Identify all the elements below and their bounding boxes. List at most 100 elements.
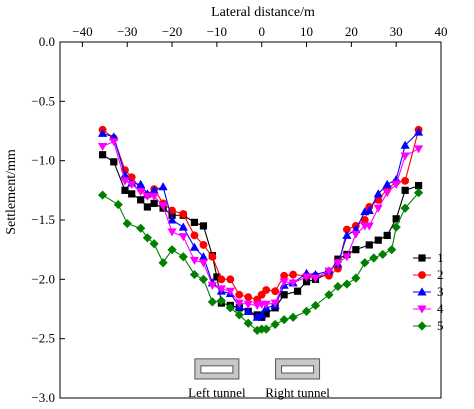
legend-label: 2: [437, 267, 444, 282]
data-point: [293, 287, 302, 295]
data-point: [127, 180, 137, 189]
data-point: [373, 189, 383, 198]
data-point: [417, 305, 427, 314]
data-point: [142, 233, 153, 243]
data-point: [244, 293, 253, 302]
data-point: [149, 185, 159, 194]
data-point: [216, 285, 226, 294]
data-point: [143, 203, 152, 211]
tunnel-label: Right tunnel: [265, 385, 330, 400]
x-tick-label: −40: [72, 24, 92, 39]
data-point: [365, 241, 373, 249]
data-point: [334, 255, 342, 263]
data-point: [199, 222, 208, 230]
data-point: [150, 199, 158, 207]
data-point: [199, 241, 208, 249]
series-2: [98, 125, 423, 304]
data-point: [207, 297, 217, 307]
plot-frame: [59, 41, 442, 399]
data-point: [413, 127, 424, 136]
data-point: [378, 249, 388, 260]
data-point: [270, 299, 280, 308]
data-point: [382, 189, 392, 198]
data-point: [400, 152, 410, 161]
data-point: [257, 310, 267, 319]
data-point: [418, 254, 426, 262]
data-point: [391, 222, 401, 232]
data-point: [414, 181, 423, 190]
tunnel-opening: [281, 365, 315, 374]
data-point: [280, 271, 289, 280]
data-point: [190, 218, 199, 226]
data-point: [302, 278, 311, 286]
data-point: [168, 211, 176, 219]
data-point: [310, 274, 321, 283]
data-point: [271, 287, 280, 296]
data-point: [289, 270, 297, 279]
y-tick-label: −2.0: [31, 271, 55, 286]
x-tick-label: −30: [117, 24, 137, 39]
data-point: [252, 312, 262, 321]
data-point: [352, 246, 360, 254]
data-point: [261, 300, 271, 309]
data-point: [213, 273, 221, 281]
x-tick-label: −10: [207, 24, 227, 39]
data-point: [324, 267, 334, 276]
x-tick-label: 10: [300, 24, 313, 39]
data-point: [342, 230, 352, 239]
data-point: [301, 273, 312, 282]
y-axis-title: Settlement/mm: [4, 149, 19, 235]
data-point: [364, 205, 374, 214]
data-point: [342, 253, 352, 262]
x-tick-label: 20: [345, 24, 358, 39]
data-point: [225, 287, 235, 296]
data-point: [178, 222, 188, 231]
data-point: [391, 180, 401, 189]
data-point: [279, 315, 289, 325]
data-point: [413, 188, 424, 198]
legend-label: 3: [437, 284, 444, 299]
data-point: [310, 300, 321, 311]
data-point: [207, 281, 217, 290]
data-point: [216, 296, 226, 306]
series-5: [97, 188, 424, 335]
data-point: [167, 228, 177, 237]
data-point: [190, 231, 199, 240]
data-point: [234, 299, 244, 308]
data-point: [127, 173, 136, 182]
data-point: [262, 286, 271, 294]
data-point: [270, 319, 280, 330]
data-point: [109, 138, 119, 147]
data-point: [288, 312, 298, 322]
data-point: [113, 199, 123, 210]
y-tick-label: −3.0: [31, 390, 55, 405]
data-series: [97, 125, 424, 335]
data-point: [121, 186, 129, 194]
data-point: [243, 318, 253, 328]
data-point: [382, 179, 392, 188]
data-point: [158, 202, 168, 211]
data-point: [333, 281, 343, 292]
data-point: [120, 177, 130, 186]
x-tick-label: 0: [258, 24, 265, 39]
data-point: [235, 290, 244, 299]
data-point: [243, 306, 253, 315]
tunnel-opening: [200, 365, 234, 374]
data-point: [369, 253, 379, 263]
data-point: [128, 190, 136, 198]
data-point: [110, 158, 118, 166]
data-point: [418, 271, 426, 279]
data-point: [324, 290, 334, 300]
data-point: [217, 275, 226, 284]
data-point: [360, 216, 369, 224]
data-point: [136, 179, 146, 188]
tunnel-label: Left tunnel: [188, 385, 246, 400]
y-tick-label: −1.5: [31, 212, 55, 227]
data-point: [401, 186, 409, 194]
data-point: [400, 140, 410, 149]
series-4: [97, 138, 424, 311]
data-point: [189, 256, 200, 265]
x-tick-label: 30: [390, 24, 403, 39]
y-tick-label: −1.0: [31, 153, 55, 168]
axes: −40 −30 −20 −10 0 10 20 30 40 0.0 −0.5 −1.0 −1.5 −2.0…: [31, 24, 447, 405]
